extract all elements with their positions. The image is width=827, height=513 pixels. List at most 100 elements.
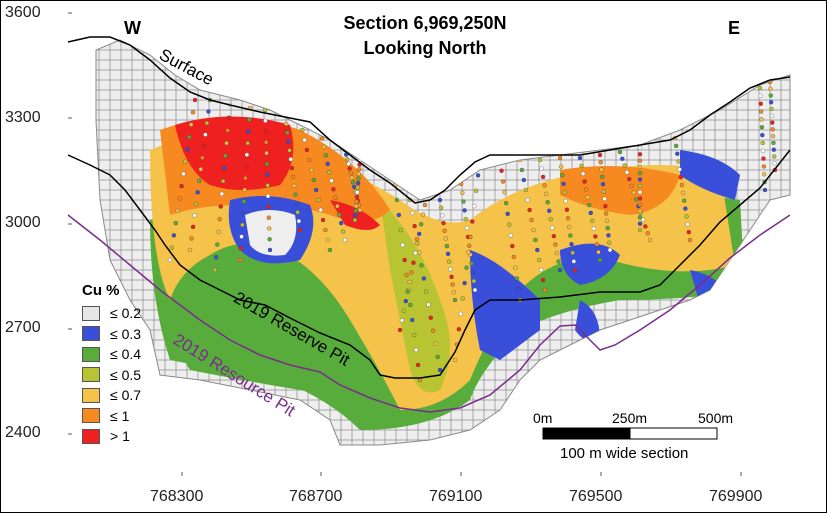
drill-sample-point: [472, 204, 477, 209]
drill-sample-point: [352, 184, 357, 190]
legend-item: > 1: [82, 427, 130, 445]
drill-sample-point: [758, 93, 763, 98]
drill-sample-point: [329, 178, 334, 183]
drill-sample-point: [197, 178, 202, 183]
drill-sample-point: [408, 302, 413, 308]
drill-sample-point: [606, 233, 611, 238]
drill-sample-point: [599, 167, 604, 172]
drill-sample-point: [535, 247, 540, 253]
drill-sample-point: [769, 100, 774, 105]
legend-label: ≤ 1: [110, 407, 130, 424]
legend-item: ≤ 0.2: [82, 304, 141, 322]
legend-item: ≤ 0.7: [82, 386, 141, 404]
drill-sample-point: [409, 270, 414, 275]
x-tick-769500: 769500: [569, 488, 623, 505]
drill-sample-point: [430, 328, 436, 333]
drill-sample-point: [218, 204, 223, 209]
drill-sample-point: [417, 231, 422, 236]
drill-sample-point: [761, 156, 766, 161]
drill-sample-point: [685, 222, 690, 227]
drill-sample-point: [413, 250, 418, 256]
zone-blue-3: [680, 150, 740, 200]
drill-sample-point: [647, 237, 653, 243]
drill-sample-point: [245, 140, 250, 146]
drill-sample-point: [215, 242, 220, 247]
drill-sample-point: [456, 327, 461, 332]
drill-sample-point: [544, 191, 549, 196]
drill-sample-point: [553, 242, 558, 247]
drill-sample-point: [189, 122, 194, 127]
legend-item: ≤ 1: [82, 407, 129, 425]
drill-sample-point: [604, 211, 609, 216]
drill-sample-point: [452, 357, 458, 363]
map-subtitle: Looking North: [363, 38, 487, 58]
legend-label: ≤ 0.3: [110, 325, 142, 342]
drill-sample-point: [398, 227, 403, 233]
drill-sample-point: [435, 354, 440, 360]
drill-sample-point: [554, 250, 560, 256]
drill-sample-point: [565, 216, 571, 221]
drill-sample-point: [557, 155, 563, 161]
drill-sample-point: [347, 166, 352, 171]
drill-sample-point: [405, 289, 410, 294]
drill-sample-point: [439, 205, 444, 210]
drill-sample-point: [244, 164, 249, 169]
drill-sample-point: [637, 190, 643, 195]
drill-sample-point: [511, 254, 516, 260]
drill-sample-point: [354, 199, 359, 204]
drill-sample-point: [629, 183, 634, 188]
drill-sample-point: [286, 139, 291, 144]
legend-label: ≤ 0.7: [110, 387, 142, 403]
drill-sample-point: [319, 136, 325, 141]
drill-sample-point: [547, 208, 552, 213]
legend-label: ≤ 0.5: [110, 366, 142, 383]
drill-sample-point: [770, 134, 776, 139]
drill-sample-point: [445, 251, 451, 256]
drill-sample-point: [772, 154, 777, 159]
drill-sample-point: [500, 179, 506, 184]
drill-sample-point: [325, 161, 330, 166]
drill-sample-point: [468, 234, 473, 240]
drill-sample-point: [680, 190, 686, 196]
drill-sample-point: [265, 172, 270, 177]
drill-sample-point: [569, 242, 574, 247]
drill-sample-point: [464, 265, 469, 270]
legend-item: ≤ 0.5: [82, 366, 141, 384]
drill-sample-point: [354, 194, 360, 200]
drill-sample-point: [682, 198, 687, 203]
drill-sample-point: [264, 140, 269, 145]
drill-sample-point: [684, 214, 689, 219]
drill-sample-point: [295, 210, 300, 215]
drill-sample-point: [421, 276, 426, 281]
drill-sample-point: [637, 145, 643, 151]
drill-sample-point: [192, 213, 197, 218]
drill-sample-point: [426, 302, 431, 307]
drill-sample-point: [597, 152, 603, 158]
drill-sample-point: [504, 200, 509, 206]
drill-sample-point: [469, 261, 474, 266]
drill-sample-point: [637, 196, 643, 201]
drill-sample-point: [768, 86, 773, 91]
drill-sample-point: [448, 267, 453, 272]
drill-sample-point: [598, 160, 603, 165]
legend-item: ≤ 0.4: [82, 345, 141, 363]
drill-sample-point: [437, 197, 443, 203]
drill-sample-point: [542, 183, 547, 188]
drill-sample-point: [761, 164, 766, 169]
x-tick-768300: 768300: [150, 488, 204, 505]
drill-sample-point: [356, 176, 361, 181]
drill-sample-point: [247, 117, 252, 122]
legend-label: > 1: [110, 428, 130, 444]
y-tick-2700: 2700: [5, 319, 41, 336]
drill-sample-point: [563, 198, 568, 204]
drill-sample-point: [169, 245, 175, 250]
drill-sample-point: [497, 157, 503, 163]
drill-sample-point: [637, 177, 643, 182]
drill-sample-point: [679, 182, 685, 188]
drill-sample-point: [760, 140, 765, 146]
drill-sample-point: [296, 219, 301, 224]
drill-sample-point: [403, 299, 408, 304]
drill-sample-point: [294, 201, 299, 206]
drill-sample-point: [175, 208, 180, 213]
